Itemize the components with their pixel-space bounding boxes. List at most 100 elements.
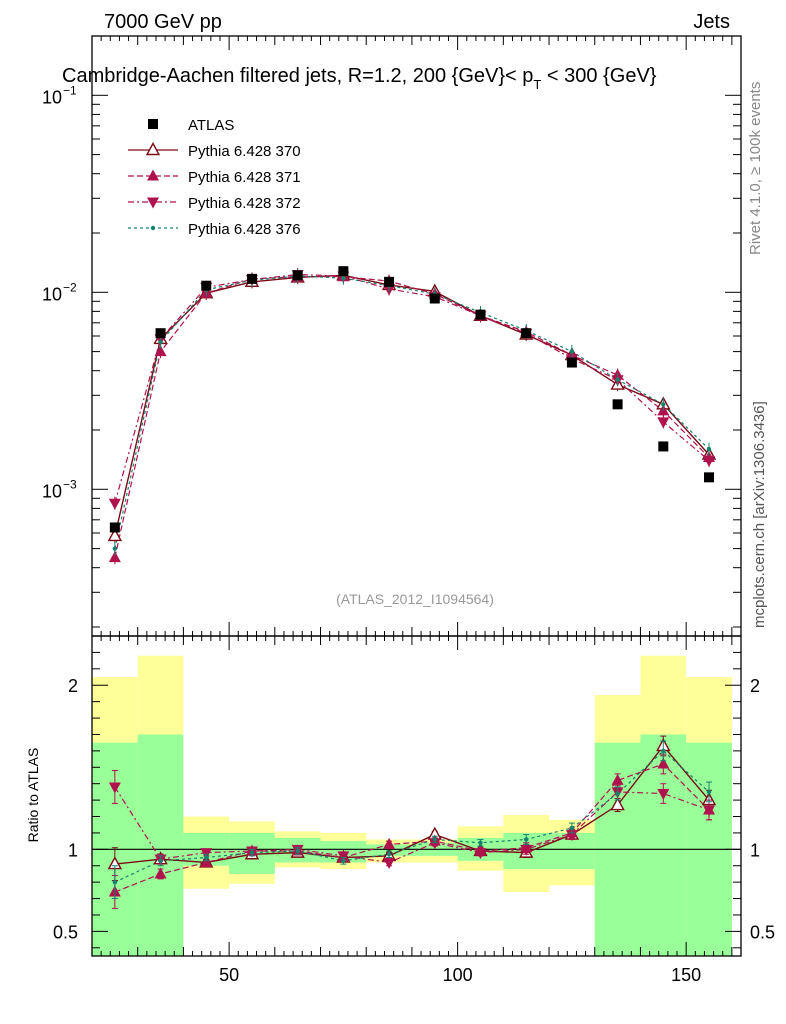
plot-title-main: Cambridge-Aachen filtered jets, R=1.2, 2… <box>62 65 533 87</box>
main-data-point <box>155 328 166 339</box>
ratio-series-point <box>610 797 625 811</box>
ratio-y-tick-label-right: 0.5 <box>750 922 775 942</box>
main-series-point <box>108 498 121 510</box>
ratio-series-point <box>249 850 255 855</box>
main-series-point <box>108 551 121 563</box>
ratio-series-point <box>337 851 350 863</box>
main-data-point <box>429 293 440 304</box>
legend-series-marker <box>145 142 161 156</box>
ratio-series-point <box>428 838 441 850</box>
main-series-point <box>154 345 167 357</box>
legend: ATLAS Pythia 6.428 370 Pythia 6.428 371 Pyt… <box>128 117 301 238</box>
y-tick-exponent: −1 <box>63 83 77 97</box>
ratio-ylabel: Ratio to ATLAS <box>25 748 41 843</box>
main-series-point <box>661 402 666 407</box>
main-series-point <box>569 349 575 354</box>
legend-series-marker <box>147 197 159 209</box>
main-data-point <box>109 522 120 533</box>
legend-series-marker <box>150 225 156 231</box>
main-series-line <box>114 275 710 549</box>
ratio-series-point <box>295 848 300 854</box>
main-data-point <box>384 276 395 287</box>
ratio-bands-layer <box>92 655 741 956</box>
ratio-series-line <box>114 763 710 893</box>
ratio-series-point <box>112 879 118 885</box>
ratio-series-point <box>657 757 670 769</box>
ratio-series-line <box>114 750 710 883</box>
ratio-series-point <box>341 858 346 864</box>
ratio-y-tick-label: 2 <box>68 676 78 696</box>
main-series-point <box>615 377 620 382</box>
ratio-series-markers <box>107 735 717 909</box>
main-series-point <box>158 339 163 345</box>
ratio-series-point <box>661 748 666 754</box>
plot-title: Cambridge-Aachen filtered jets, R=1.2, 2… <box>62 65 657 92</box>
main-data-point <box>658 441 669 452</box>
side-label-mcplots: mcplots.cern.ch [arXiv:1306.3436] <box>751 401 768 628</box>
ratio-series-point <box>383 837 396 849</box>
ratio-series-point <box>523 837 529 842</box>
ratio-y-tick-label: 0.5 <box>53 922 78 942</box>
ratio-series-point <box>569 825 575 831</box>
main-series-point <box>706 446 712 452</box>
ratio-series-point <box>154 867 167 879</box>
main-data-point <box>475 309 486 320</box>
ratio-series-point <box>611 773 624 785</box>
ratio-series-line <box>114 786 710 864</box>
ratio-series-point <box>383 857 396 869</box>
ratio-series-point <box>474 848 487 860</box>
legend-series-label: Pythia 6.428 372 <box>188 195 301 212</box>
main-data-point <box>338 266 349 277</box>
plot-title-tail: < 300 {GeV} <box>541 65 656 87</box>
ratio-series-point <box>386 852 392 857</box>
main-data-point <box>704 472 715 483</box>
side-label-rivet: Rivet 4.1.0, ≥ 100k events <box>747 82 764 255</box>
ratio-series-point <box>158 858 163 864</box>
main-series-point <box>703 456 716 468</box>
ratio-series-point <box>615 791 620 796</box>
ratio-series-point <box>204 855 209 860</box>
main-data-point <box>201 280 212 291</box>
ratio-series-point <box>432 837 437 842</box>
y-tick-label: 10 <box>42 87 62 107</box>
ratio-band-inner <box>137 734 184 956</box>
header-collision: 7000 GeV pp <box>104 11 222 33</box>
main-series-line <box>114 273 710 504</box>
header-category: Jets <box>693 11 730 33</box>
y-tick-label: 10 <box>42 481 62 501</box>
ratio-series-lines <box>114 744 710 893</box>
ratio-y-tick-label-right: 2 <box>750 676 760 696</box>
main-series-point <box>341 275 346 281</box>
y-tick-exponent: −3 <box>63 477 77 491</box>
main-data-point <box>566 357 577 368</box>
main-data-point <box>292 270 303 281</box>
main-series-point <box>112 546 118 551</box>
ratio-y-tick-label: 1 <box>68 840 78 860</box>
ratio-series-point <box>657 789 670 801</box>
x-tick-label: 150 <box>671 965 701 985</box>
main-series-point <box>107 527 123 542</box>
plot-title-sub: T <box>533 77 541 92</box>
main-series-point <box>657 417 670 429</box>
main-data-point <box>521 328 532 339</box>
main-panel-frame: 10−110−210−3 <box>42 35 742 637</box>
ratio-panel-frame: 50 100 150 2 2 1 1 0.5 0.5 <box>53 635 775 985</box>
ratio-series-point <box>200 855 213 867</box>
main-series-lines <box>114 273 710 558</box>
ratio-series-point <box>478 840 483 845</box>
legend-series-marker <box>147 169 159 181</box>
x-tick-label: 50 <box>219 965 239 985</box>
main-series-markers <box>107 266 717 565</box>
legend-atlas-label: ATLAS <box>188 117 234 134</box>
y-tick-label: 10 <box>42 284 62 304</box>
analysis-watermark: (ATLAS_2012_I1094564) <box>336 591 494 607</box>
ratio-y-tick-label-right: 1 <box>750 840 760 860</box>
legend-series-label: Pythia 6.428 371 <box>188 169 301 186</box>
main-data-point <box>246 273 257 284</box>
legend-series-label: Pythia 6.428 370 <box>188 143 301 160</box>
main-series-line <box>114 276 710 558</box>
ratio-series-point <box>200 848 213 860</box>
legend-atlas-marker <box>148 119 158 129</box>
ratio-series-point <box>108 782 121 794</box>
